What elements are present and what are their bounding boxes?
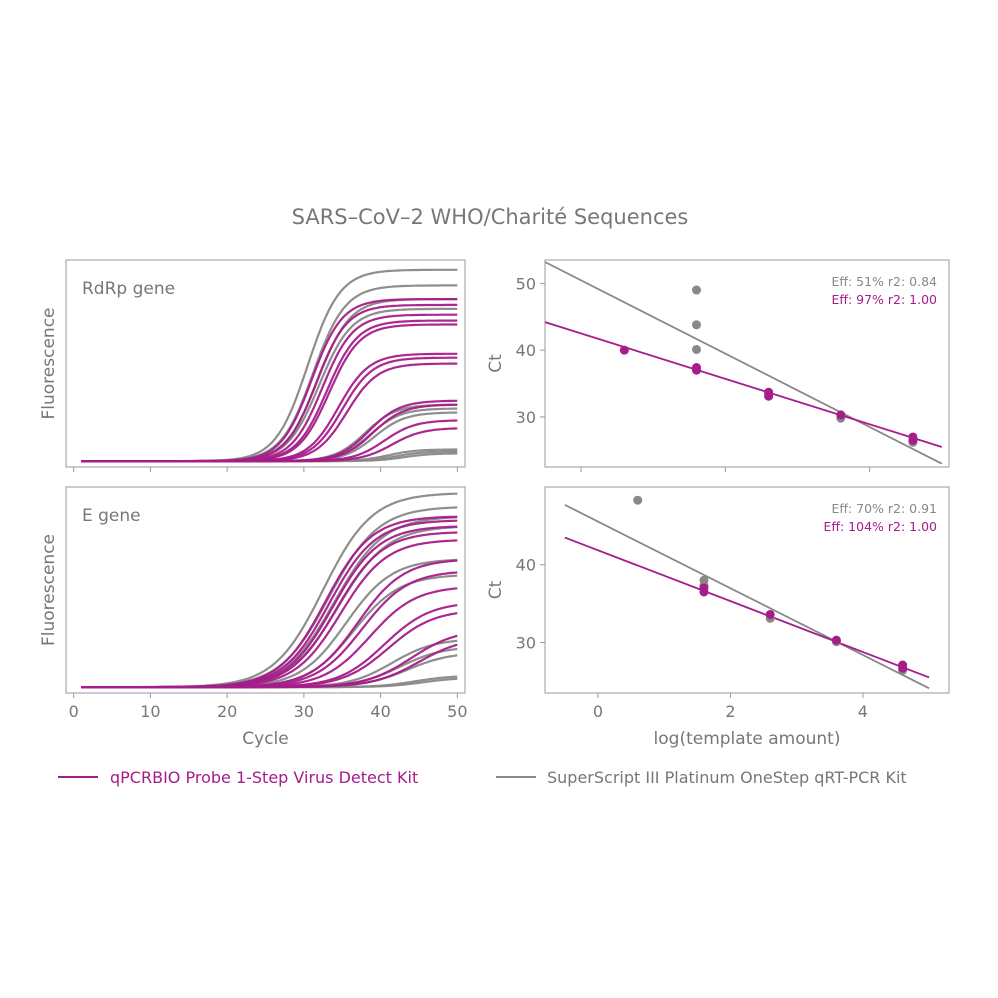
x-axis-label: Cycle — [242, 729, 288, 749]
x-tick-label: 4 — [858, 702, 868, 721]
fit-line-grey — [544, 261, 943, 465]
fit-line-magenta — [544, 321, 943, 448]
x-tick-label: 20 — [217, 702, 237, 721]
y-tick-label: 30 — [516, 633, 536, 652]
data-point-magenta — [699, 587, 709, 597]
fit-line-magenta — [564, 536, 930, 679]
y-axis-label: Ct — [486, 580, 506, 599]
data-point-magenta — [765, 609, 775, 619]
data-point-grey — [692, 320, 701, 330]
data-point-grey — [692, 285, 701, 295]
y-tick-label: 30 — [516, 408, 536, 427]
data-point-magenta — [692, 365, 701, 375]
y-axis-label: Fluorescence — [39, 534, 59, 646]
efficiency-annotation: Eff: 104% r2: 1.00 — [823, 519, 937, 534]
plot-frame — [544, 259, 950, 468]
amplification-curve-magenta — [81, 515, 458, 689]
amplification-curve-grey — [81, 516, 458, 689]
data-point-grey — [692, 344, 701, 354]
amplification-curve-magenta — [81, 298, 458, 463]
data-point-magenta — [898, 663, 908, 673]
panel-rdrp-amplification: Fluorescence RdRp gene — [39, 259, 466, 472]
data-point-magenta — [619, 345, 629, 355]
x-tick-label: 0 — [593, 702, 603, 721]
gene-label: RdRp gene — [82, 279, 175, 299]
plot-frame — [65, 486, 466, 694]
amplification-curve-grey — [81, 298, 458, 463]
amplification-curve-magenta — [81, 519, 458, 689]
panel-rdrp-standard-curve: 30 40 50 Ct Eff: 51% r2: 0.84 Eff: 97% r2: 1.… — [486, 259, 950, 472]
plot-frame — [544, 486, 950, 694]
efficiency-annotation: Eff: 70% r2: 0.91 — [831, 501, 937, 516]
y-axis-label: Ct — [486, 354, 506, 373]
x-tick-label: 10 — [140, 702, 160, 721]
data-point-magenta — [836, 410, 846, 420]
panel-e-amplification: 0 10 20 30 40 50 Fluorescence Cycle E gene — [39, 486, 468, 749]
data-point-magenta — [831, 635, 841, 645]
data-point-magenta — [908, 435, 918, 445]
amplification-curve-magenta — [81, 303, 458, 463]
x-tick-label: 0 — [69, 702, 79, 721]
y-tick-label: 50 — [516, 274, 536, 293]
data-point-magenta — [764, 391, 774, 401]
x-axis-label: log(template amount) — [654, 729, 841, 749]
amplification-curve-grey — [81, 307, 458, 463]
legend: qPCRBIO Probe 1-Step Virus Detect Kit Su… — [58, 768, 907, 787]
gene-label: E gene — [82, 506, 141, 526]
y-tick-label: 40 — [516, 341, 536, 360]
panel-e-standard-curve: 0 2 4 30 40 Ct log(template amount) Eff: 70% r2… — [486, 486, 950, 749]
x-tick-label: 2 — [725, 702, 735, 721]
plot-frame — [65, 259, 466, 468]
legend-label-superscript: SuperScript III Platinum OneStep qRT-PCR… — [547, 768, 907, 787]
x-tick-label: 50 — [447, 702, 467, 721]
efficiency-annotation: Eff: 51% r2: 0.84 — [831, 274, 937, 289]
amplification-curve-magenta — [81, 643, 458, 689]
y-axis-label: Fluorescence — [39, 308, 59, 420]
data-point-grey — [633, 495, 643, 505]
amplification-curve-magenta — [81, 427, 458, 463]
chart-title: SARS–CoV–2 WHO/Charité Sequences — [292, 205, 689, 229]
x-tick-label: 40 — [370, 702, 390, 721]
fit-line-grey — [564, 504, 930, 690]
y-tick-label: 40 — [516, 556, 536, 575]
x-tick-label: 30 — [294, 702, 314, 721]
legend-label-qpcrbio: qPCRBIO Probe 1-Step Virus Detect Kit — [110, 768, 418, 787]
amplification-curve-grey — [81, 284, 458, 463]
efficiency-annotation: Eff: 97% r2: 1.00 — [831, 292, 937, 307]
